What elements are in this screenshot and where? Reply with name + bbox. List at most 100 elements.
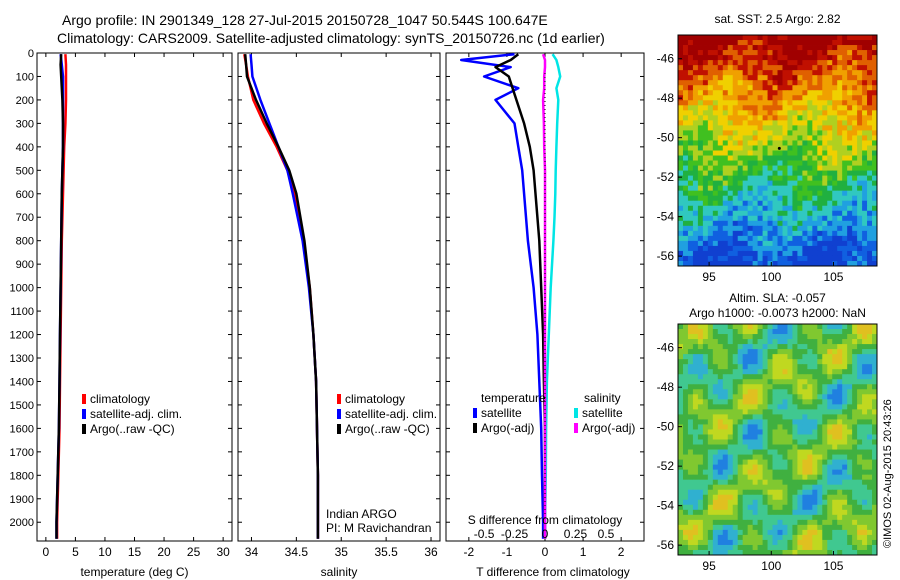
heatmap-cell <box>742 245 749 252</box>
heatmap-cell <box>832 329 838 335</box>
heatmap-cell <box>807 409 813 415</box>
heatmap-cell <box>827 245 833 252</box>
heatmap-cell <box>827 404 833 410</box>
heatmap-cell <box>787 359 793 365</box>
heatmap-cell <box>682 369 689 375</box>
heatmap-cell <box>757 100 763 106</box>
heatmap-cell <box>842 85 848 91</box>
heatmap-cell <box>767 499 773 506</box>
heatmap-cell <box>797 240 803 247</box>
heatmap-cell <box>807 429 813 435</box>
heatmap-cell <box>678 414 684 420</box>
heatmap-cell <box>777 55 783 61</box>
heatmap-cell <box>767 404 773 410</box>
map-xtick-label: 100 <box>761 559 781 573</box>
heatmap-cell <box>812 210 818 217</box>
heatmap-cell <box>817 185 823 192</box>
heatmap-cell <box>692 379 699 385</box>
heatmap-cell <box>822 539 828 546</box>
heatmap-cell <box>802 60 808 66</box>
heatmap-cell <box>682 185 689 192</box>
heatmap-cell <box>802 255 808 262</box>
heatmap-cell <box>802 235 808 242</box>
heatmap-cell <box>697 549 704 556</box>
heatmap-cell <box>782 130 788 136</box>
heatmap-cell <box>872 150 878 156</box>
heatmap-cell <box>817 469 823 476</box>
heatmap-cell <box>732 90 739 96</box>
heatmap-cell <box>847 75 853 81</box>
heatmap-cell <box>682 419 689 425</box>
heatmap-cell <box>802 130 808 136</box>
heatmap-cell <box>832 544 838 551</box>
map-frame <box>677 323 878 556</box>
heatmap-cell <box>772 334 778 340</box>
heatmap-cell <box>777 434 783 440</box>
heatmap-cell <box>832 190 838 197</box>
legend-label: satellite <box>481 406 522 420</box>
heatmap-cell <box>772 100 778 106</box>
heatmap-cell <box>787 434 793 440</box>
heatmap-cell <box>747 464 754 471</box>
heatmap-cell <box>837 374 843 380</box>
heatmap-cell <box>777 424 783 430</box>
heatmap-cell <box>802 449 808 455</box>
heatmap-cell <box>682 534 689 541</box>
heatmap-cell <box>707 459 714 466</box>
heatmap-cell <box>832 539 838 546</box>
legend-label: satellite-adj. clim. <box>90 407 182 421</box>
heatmap-cell <box>832 90 838 96</box>
heatmap-cell <box>772 55 778 61</box>
heatmap-cell <box>722 404 729 410</box>
heatmap-cell <box>727 140 734 146</box>
heatmap-cell <box>727 369 734 375</box>
heatmap-cell <box>712 334 719 340</box>
heatmap-cell <box>802 424 808 430</box>
heatmap-cell <box>847 100 853 106</box>
heatmap-cell <box>707 65 714 71</box>
heatmap-cell <box>747 240 754 247</box>
heatmap-cell <box>827 524 833 531</box>
heatmap-cell <box>717 324 724 330</box>
heatmap-cell <box>867 364 873 370</box>
heatmap-cell <box>762 195 768 202</box>
heatmap-cell <box>792 45 798 51</box>
heatmap-cell <box>747 549 754 556</box>
heatmap-cell <box>837 354 843 360</box>
heatmap-cell <box>782 504 788 511</box>
heatmap-cell <box>697 115 704 121</box>
heatmap-cell <box>852 100 858 106</box>
heatmap-cell <box>742 105 749 111</box>
heatmap-cell <box>807 494 813 501</box>
heatmap-cell <box>737 225 744 232</box>
heatmap-cell <box>697 40 704 46</box>
heatmap-cell <box>857 180 863 187</box>
heatmap-cell <box>867 45 873 51</box>
heatmap-cell <box>762 160 768 166</box>
heatmap-cell <box>702 544 709 551</box>
heatmap-cell <box>697 255 704 262</box>
heatmap-cell <box>872 195 878 202</box>
heatmap-cell <box>847 529 853 536</box>
heatmap-cell <box>852 120 858 126</box>
heatmap-cell <box>812 85 818 91</box>
heatmap-cell <box>717 334 724 340</box>
heatmap-cell <box>792 419 798 425</box>
heatmap-cell <box>678 55 684 61</box>
heatmap-cell <box>802 190 808 197</box>
heatmap-cell <box>772 529 778 536</box>
heatmap-cell <box>747 429 754 435</box>
heatmap-cell <box>727 339 734 345</box>
map-ytick-label: -56 <box>657 249 675 263</box>
heatmap-cell <box>687 185 694 192</box>
heatmap-cell <box>757 384 763 390</box>
heatmap-cell <box>737 359 744 365</box>
heatmap-cell <box>692 100 699 106</box>
heatmap-cell <box>862 424 868 430</box>
heatmap-cell <box>722 429 729 435</box>
heatmap-cell <box>787 115 793 121</box>
heatmap-cell <box>857 80 863 86</box>
heatmap-cell <box>707 260 714 267</box>
heatmap-cell <box>732 215 739 222</box>
heatmap-cell <box>852 374 858 380</box>
